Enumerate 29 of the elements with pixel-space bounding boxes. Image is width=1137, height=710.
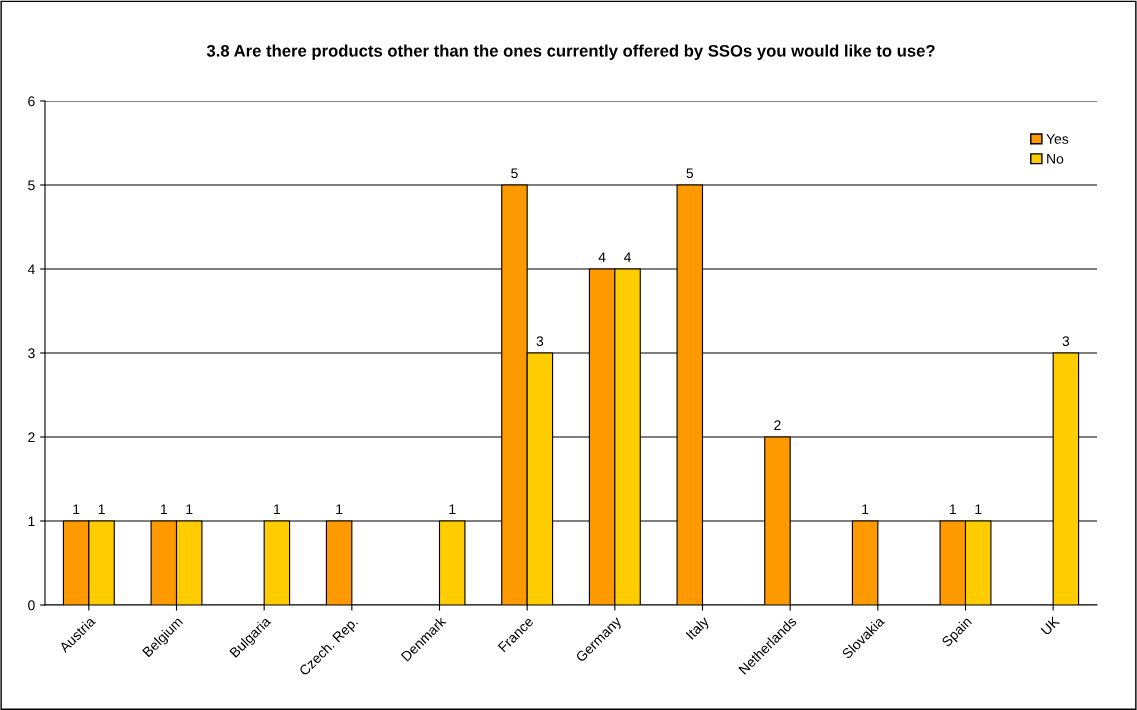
data-label: 1 — [73, 504, 80, 514]
data-label: 1 — [949, 504, 956, 514]
data-label: 1 — [336, 504, 343, 514]
data-label: 5 — [686, 168, 694, 179]
legend-label: Yes — [1046, 134, 1069, 144]
data-label: 1 — [449, 504, 456, 514]
data-label: 3 — [536, 336, 544, 347]
data-label: 1 — [160, 504, 167, 514]
data-label: 1 — [975, 504, 982, 514]
y-tick-label: 0 — [28, 600, 35, 611]
y-tick-label: 4 — [27, 264, 35, 275]
legend-label: No — [1047, 154, 1064, 164]
x-tick-label: UK — [1040, 615, 1061, 636]
data-label: 3 — [1062, 336, 1070, 347]
data-label: 4 — [624, 252, 631, 262]
y-tick-label: 2 — [28, 432, 35, 443]
chart-title: 3.8 Are there products other than the ones currently offered by SSOs you would like to use? — [206, 44, 935, 61]
data-label: 2 — [774, 420, 781, 430]
data-label: 4 — [598, 252, 606, 262]
y-tick-label: 6 — [28, 96, 35, 107]
data-label: 1 — [98, 504, 105, 514]
data-label: 1 — [862, 504, 869, 514]
data-label: 5 — [511, 168, 518, 179]
y-tick-label: 3 — [28, 348, 35, 359]
data-label: 1 — [186, 504, 193, 514]
y-tick-label: 1 — [28, 516, 35, 527]
x-tick-label: Italy — [685, 615, 712, 642]
data-label: 1 — [274, 504, 281, 514]
y-tick-label: 5 — [28, 180, 35, 191]
